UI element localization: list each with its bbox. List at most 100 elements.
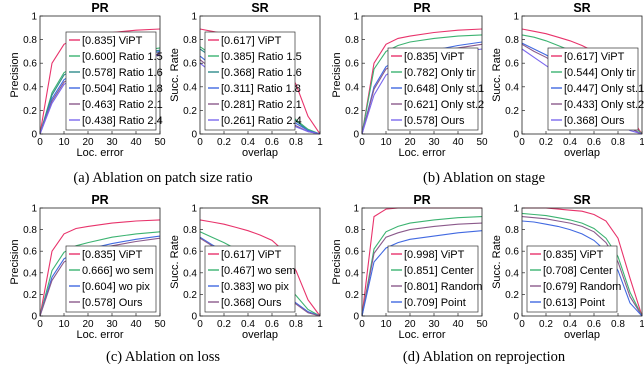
y-tick-label: 0.6	[345, 59, 359, 70]
plot-frame	[39, 207, 161, 317]
legend-entry: [0.613] Point	[543, 297, 605, 309]
x-tick-label: 20	[82, 137, 94, 148]
chart-title: SR	[251, 193, 268, 207]
series-line	[199, 219, 321, 317]
legend-box	[387, 245, 479, 313]
x-tick-label: 0.2	[217, 137, 231, 148]
x-axis-label: overlap	[242, 147, 278, 159]
chart-title: PR	[413, 1, 430, 15]
legend-entry: [0.504] Ratio 1.8	[82, 83, 163, 95]
x-tick-label: 1	[317, 137, 323, 148]
x-tick-label: 30	[428, 319, 440, 330]
legend-entry: [0.261] Ratio 2.4	[221, 115, 302, 127]
y-tick-label: 1	[353, 204, 359, 215]
y-tick-label: 0	[31, 312, 37, 323]
y-tick-label: 0.4	[345, 82, 359, 93]
x-tick-label: 0	[519, 137, 525, 148]
y-tick-label: 0	[513, 130, 519, 141]
legend-entry: [0.463] Ratio 2.1	[82, 99, 163, 111]
plot-frame	[361, 207, 483, 317]
caption-c: (c) Ablation on loss	[106, 349, 220, 365]
legend-box	[65, 245, 157, 313]
y-tick-label: 1	[31, 12, 37, 23]
x-tick-label: 30	[106, 319, 118, 330]
x-tick-label: 50	[154, 319, 166, 330]
legend-entry: [0.433] Only st.2	[564, 99, 644, 111]
x-tick-label: 40	[130, 319, 142, 330]
legend-entry: [0.578] Ratio 1.6	[82, 67, 163, 79]
legend-entry: [0.385] Ratio 1.5	[221, 51, 302, 63]
legend-entry: [0.851] Center	[404, 265, 474, 277]
x-tick-label: 10	[380, 319, 392, 330]
y-tick-label: 0.6	[345, 247, 359, 258]
x-tick-label: 1	[317, 319, 323, 330]
x-tick-label: 0	[197, 319, 203, 330]
x-tick-label: 20	[404, 137, 416, 148]
y-tick-label: 0.8	[345, 35, 359, 46]
series-line	[521, 216, 643, 317]
y-tick-label: 0.6	[23, 247, 37, 258]
x-tick-label: 1	[639, 137, 644, 148]
legend-entry: [0.621] Only st.2	[404, 99, 484, 111]
legend-entry: [0.447] Only st.1	[564, 83, 644, 95]
chart-c-pr: PR 0 10 20 30 40 50 0 0.2 0.4 0.6 0.8 1 Loc. error Pre…	[9, 193, 166, 341]
legend-entry: [0.835] ViPT	[404, 51, 465, 63]
legend-entry: [0.604] wo pix	[82, 281, 150, 293]
x-tick-label: 50	[154, 137, 166, 148]
legend-entry: [0.281] Ratio 2.1	[221, 99, 302, 111]
legend-entry: [0.998] ViPT	[404, 249, 465, 261]
y-tick-label: 0.6	[505, 59, 519, 70]
chart-d-pr: PR 0 10 20 30 40 50 0 0.2 0.4 0.6 0.8 1 Loc. error Pre…	[331, 193, 488, 341]
y-tick-label: 0	[191, 130, 197, 141]
legend-entry: [0.578] Ours	[404, 115, 465, 127]
y-tick-label: 1	[513, 12, 519, 23]
x-tick-label: 20	[404, 319, 416, 330]
y-tick-label: 0.2	[183, 106, 197, 117]
x-tick-label: 0.8	[289, 137, 303, 148]
chart-c-sr: SR 0 0.2 0.4 0.6 0.8 1 0 0.2 0.4 0.6 0.8 1 overlap Suc…	[169, 193, 323, 341]
x-tick-label: 0.6	[587, 137, 601, 148]
y-tick-label: 1	[353, 12, 359, 23]
chart-b-pr: PR 0 10 20 30 40 50 0 0.2 0.4 0.6 0.8 1 Loc. error Pre…	[331, 1, 488, 159]
x-tick-label: 40	[452, 319, 464, 330]
y-tick-label: 0.6	[23, 59, 37, 70]
y-tick-label: 0.4	[505, 268, 519, 279]
legend-entry: [0.383] wo pix	[221, 281, 289, 293]
y-tick-label: 0.8	[23, 35, 37, 46]
y-tick-label: 0.6	[505, 247, 519, 258]
y-tick-label: 0.4	[23, 268, 37, 279]
y-tick-label: 0.4	[183, 268, 197, 279]
caption-b: (b) Ablation on stage	[423, 170, 545, 186]
y-tick-label: 0	[353, 312, 359, 323]
x-tick-label: 0.8	[289, 319, 303, 330]
y-tick-label: 0	[31, 130, 37, 141]
x-tick-label: 20	[82, 319, 94, 330]
y-tick-label: 0	[191, 312, 197, 323]
x-tick-label: 50	[476, 137, 488, 148]
legend-entry: [0.617] ViPT	[564, 51, 625, 63]
legend-box	[204, 245, 296, 313]
y-tick-label: 0.8	[23, 225, 37, 236]
legend-entry: [0.679] Random	[543, 281, 621, 293]
chart-title: PR	[413, 193, 430, 207]
y-axis-label: Succ. Rate	[491, 48, 503, 102]
y-tick-label: 0.4	[505, 82, 519, 93]
chart-a-sr: SR 0 0.2 0.4 0.6 0.8 1 0 0.2 0.4 0.6 0.8 1 overlap Suc…	[169, 1, 323, 159]
y-tick-label: 0.2	[183, 290, 197, 301]
legend-entry: [0.835] ViPT	[543, 249, 604, 261]
x-tick-label: 30	[106, 137, 118, 148]
x-axis-label: overlap	[564, 147, 600, 159]
y-tick-label: 0	[353, 130, 359, 141]
legend-entry: [0.578] Ours	[82, 297, 143, 309]
y-tick-label: 0.2	[505, 106, 519, 117]
y-axis-label: Succ. Rate	[491, 235, 503, 289]
legend-entry: [0.709] Point	[404, 297, 466, 309]
y-tick-label: 0.6	[183, 247, 197, 258]
legend-entry: 0.666] wo sem	[82, 265, 154, 277]
y-tick-label: 0.8	[183, 225, 197, 236]
chart-title: SR	[251, 1, 268, 15]
plot-frame	[361, 15, 483, 135]
series-line	[361, 28, 483, 135]
x-tick-label: 10	[58, 319, 70, 330]
y-tick-label: 0	[513, 312, 519, 323]
